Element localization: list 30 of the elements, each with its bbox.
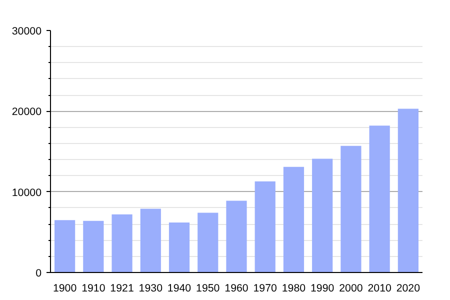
x-tick-label: 1970 [253, 282, 278, 294]
bar [340, 146, 362, 272]
x-tick-label: 2010 [368, 282, 392, 294]
bar [54, 220, 76, 272]
x-tick-label: 1990 [310, 282, 334, 294]
bar [83, 220, 104, 272]
bar [226, 200, 247, 272]
bar [283, 166, 304, 272]
x-tick-label: 1921 [110, 282, 134, 294]
x-tick-label: 1910 [82, 282, 106, 294]
x-tick-label: 1980 [282, 282, 306, 294]
x-tick-label: 1960 [224, 282, 248, 294]
y-tick-label: 20000 [12, 106, 42, 118]
bar [168, 222, 190, 272]
y-tick-label: 30000 [12, 26, 42, 38]
bar [312, 158, 333, 272]
x-tick-label: 1950 [196, 282, 220, 294]
x-tick-label: 2000 [339, 282, 363, 294]
x-tick-label: 1900 [52, 282, 77, 294]
bar [198, 212, 218, 272]
x-tick-label: 2020 [396, 282, 420, 294]
bar [398, 108, 418, 272]
x-tick-label: 1940 [167, 282, 192, 294]
x-tick-label: 1930 [138, 282, 163, 294]
y-tick-label: 0 [36, 268, 42, 280]
bar [112, 214, 132, 272]
y-tick-label: 10000 [12, 186, 42, 199]
bar [140, 208, 161, 272]
bar [254, 181, 276, 272]
bar [369, 126, 390, 272]
